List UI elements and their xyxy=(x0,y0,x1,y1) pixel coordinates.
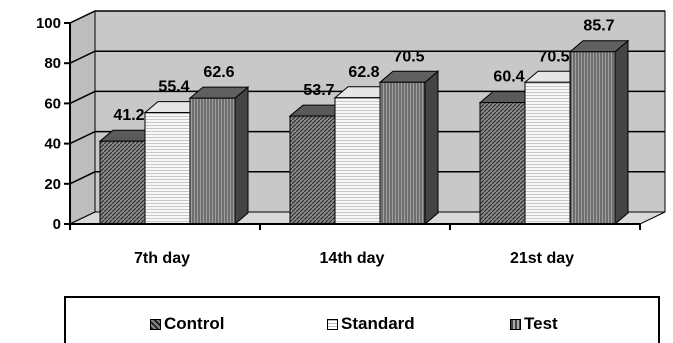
bar-chart: 0 20 40 60 80 100 41.2 55.4 62.6 53.7 62.8 70.5 60.… xyxy=(36,10,666,267)
bar-standard xyxy=(334,97,381,225)
data-label-control: 60.4 xyxy=(493,69,524,86)
bar-test xyxy=(189,97,236,225)
data-label-control: 41.2 xyxy=(113,107,144,124)
bar-control xyxy=(479,102,526,225)
y-tick-label: 40 xyxy=(44,136,61,153)
legend-item-test: Test xyxy=(510,314,558,334)
x-tick-label: 7th day xyxy=(134,250,190,267)
x-tick-label: 14th day xyxy=(320,250,385,267)
y-tick-label: 80 xyxy=(44,55,61,72)
y-tick-label: 0 xyxy=(53,216,61,233)
legend-label-test: Test xyxy=(524,314,558,333)
bar-side-test xyxy=(614,39,629,226)
legend-swatch-test xyxy=(510,318,521,330)
gridline xyxy=(69,130,665,145)
legend: Control Standard Test xyxy=(64,296,660,343)
data-label-test: 70.5 xyxy=(393,48,424,65)
gridlines xyxy=(69,10,665,185)
side-wall xyxy=(69,10,96,225)
x-axis: 7th day 14th day 21st day xyxy=(69,223,641,267)
bars xyxy=(98,39,630,226)
legend-label-control: Control xyxy=(164,314,225,333)
data-label-test: 85.7 xyxy=(583,18,614,35)
gridline xyxy=(69,50,665,64)
data-label-standard: 55.4 xyxy=(158,79,189,96)
data-label-standard: 70.5 xyxy=(538,48,569,65)
legend-label-standard: Standard xyxy=(341,314,415,333)
bar-standard xyxy=(144,112,191,225)
legend-item-control: Control xyxy=(150,314,224,334)
gridline xyxy=(69,10,665,24)
legend-swatch-control xyxy=(150,318,161,330)
y-tick-label: 20 xyxy=(44,176,61,193)
gridline xyxy=(69,90,665,105)
bar-test xyxy=(379,81,426,225)
bar-control xyxy=(99,140,146,225)
bar-control xyxy=(289,115,336,225)
data-labels: 41.2 55.4 62.6 53.7 62.8 70.5 60.4 70.5 85.7 xyxy=(113,18,614,124)
bar-test xyxy=(569,51,616,225)
gridline xyxy=(69,171,665,185)
bar-side-test xyxy=(234,86,249,226)
x-tick-label: 21st day xyxy=(510,250,574,267)
bar-side-test xyxy=(424,70,439,226)
legend-item-standard: Standard xyxy=(327,314,415,334)
y-tick-label: 60 xyxy=(44,95,61,112)
data-label-control: 53.7 xyxy=(303,82,334,99)
data-label-test: 62.6 xyxy=(203,64,234,81)
bar-standard xyxy=(524,81,571,225)
y-axis: 0 20 40 60 80 100 xyxy=(36,15,71,233)
legend-swatch-standard xyxy=(327,318,338,330)
data-label-standard: 62.8 xyxy=(348,64,379,81)
y-tick-label: 100 xyxy=(36,15,61,32)
